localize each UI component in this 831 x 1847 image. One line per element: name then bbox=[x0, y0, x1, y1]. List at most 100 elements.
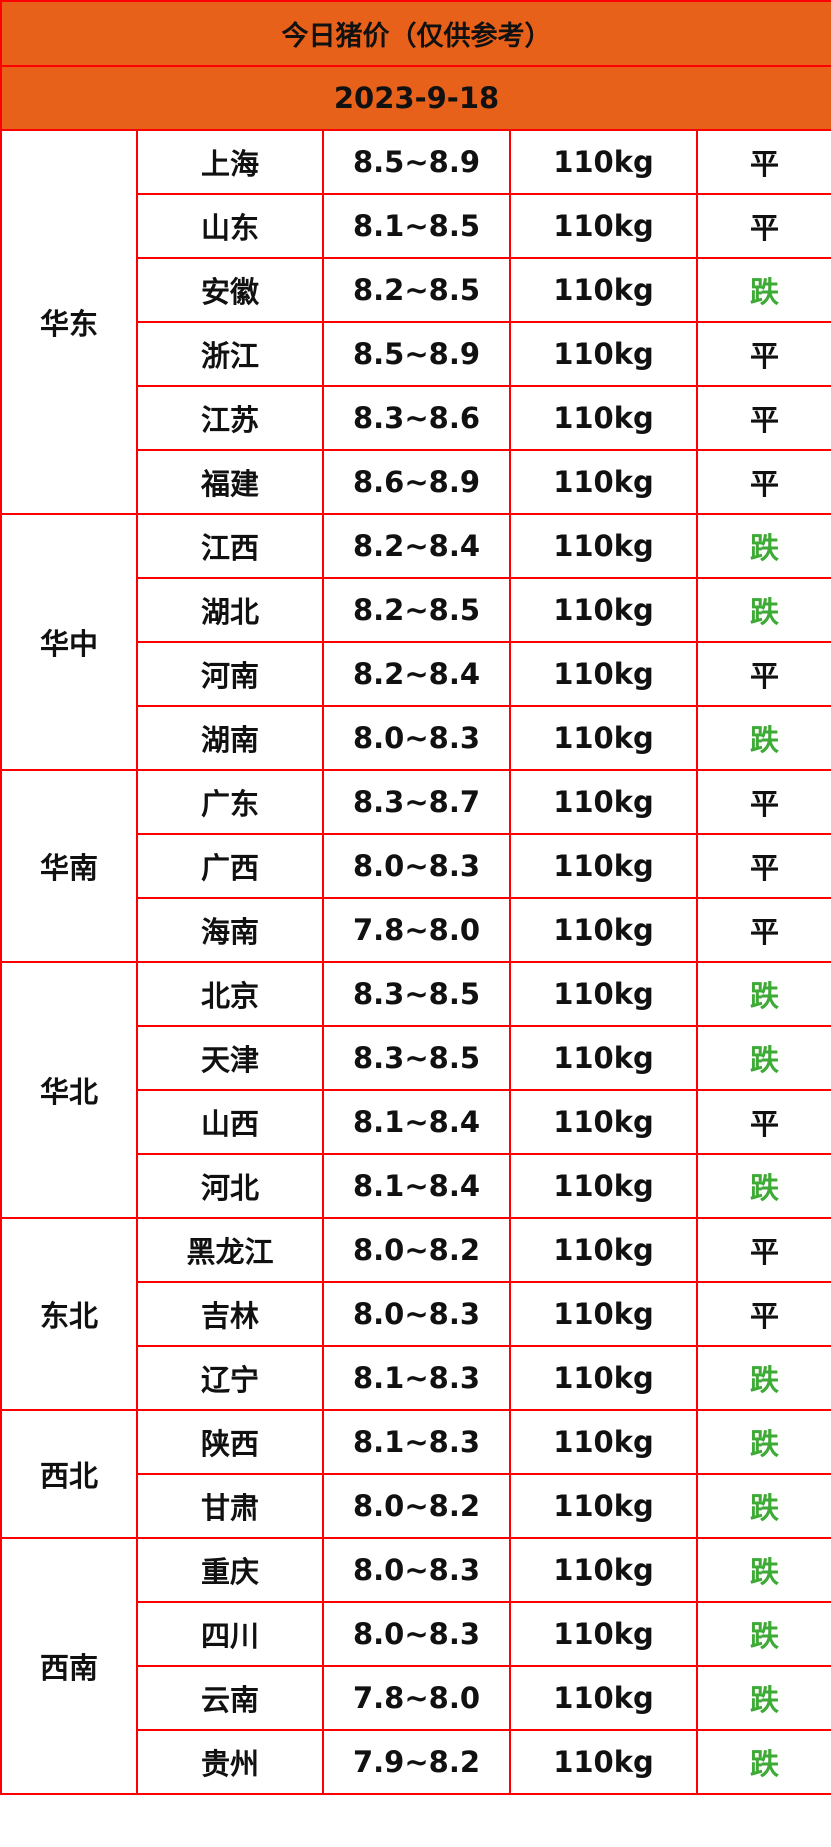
weight-cell: 110kg bbox=[509, 385, 698, 451]
weight-cell: 110kg bbox=[509, 1409, 698, 1475]
province-cell: 陕西 bbox=[136, 1409, 324, 1475]
weight-cell: 110kg bbox=[509, 1729, 698, 1795]
trend-cell: 跌 bbox=[695, 1025, 831, 1091]
weight-cell: 110kg bbox=[509, 1025, 698, 1091]
weight-cell: 110kg bbox=[509, 1153, 698, 1219]
province-cell: 重庆 bbox=[136, 1537, 324, 1603]
weight-cell: 110kg bbox=[509, 513, 698, 579]
trend-cell: 跌 bbox=[695, 257, 831, 323]
table-row: 山东 8.1~8.5 110kg 平 bbox=[1, 193, 831, 259]
trend-cell: 平 bbox=[695, 833, 831, 899]
province-cell: 北京 bbox=[136, 961, 324, 1027]
trend-cell: 跌 bbox=[695, 1409, 831, 1475]
region-cell: 华南 bbox=[0, 769, 138, 963]
price-cell: 8.1~8.4 bbox=[322, 1089, 511, 1155]
table-row: 华北 北京 8.3~8.5 110kg 跌 bbox=[0, 961, 831, 1219]
province-cell: 安徽 bbox=[136, 257, 324, 323]
table-row: 海南 7.8~8.0 110kg 平 bbox=[1, 897, 831, 963]
trend-cell: 平 bbox=[695, 1217, 831, 1283]
price-cell: 8.3~8.7 bbox=[322, 769, 511, 835]
trend-cell: 跌 bbox=[695, 1729, 831, 1795]
trend-cell: 平 bbox=[695, 385, 831, 451]
weight-cell: 110kg bbox=[509, 129, 698, 195]
price-cell: 7.8~8.0 bbox=[322, 1665, 511, 1731]
trend-cell: 跌 bbox=[695, 1153, 831, 1219]
trend-cell: 跌 bbox=[695, 1345, 831, 1411]
province-cell: 江苏 bbox=[136, 385, 324, 451]
weight-cell: 110kg bbox=[509, 1281, 698, 1347]
province-cell: 黑龙江 bbox=[136, 1217, 324, 1283]
weight-cell: 110kg bbox=[509, 1601, 698, 1667]
province-cell: 贵州 bbox=[136, 1729, 324, 1795]
price-cell: 8.0~8.3 bbox=[322, 1601, 511, 1667]
trend-cell: 跌 bbox=[695, 1665, 831, 1731]
province-cell: 辽宁 bbox=[136, 1345, 324, 1411]
weight-cell: 110kg bbox=[509, 577, 698, 643]
trend-cell: 跌 bbox=[695, 513, 831, 579]
table-row: 湖北 8.2~8.5 110kg 跌 bbox=[1, 577, 831, 643]
price-cell: 8.0~8.3 bbox=[322, 705, 511, 771]
region-cell: 华北 bbox=[0, 961, 138, 1219]
trend-cell: 平 bbox=[695, 449, 831, 515]
region-cell: 西南 bbox=[0, 1537, 138, 1795]
region-cell: 华中 bbox=[0, 513, 138, 771]
province-cell: 海南 bbox=[136, 897, 324, 963]
weight-cell: 110kg bbox=[509, 321, 698, 387]
table-row: 江苏 8.3~8.6 110kg 平 bbox=[1, 385, 831, 451]
table-row: 华东 上海 8.5~8.9 110kg 平 bbox=[0, 129, 831, 515]
province-cell: 上海 bbox=[136, 129, 324, 195]
price-cell: 7.9~8.2 bbox=[322, 1729, 511, 1795]
table-row: 湖南 8.0~8.3 110kg 跌 bbox=[1, 705, 831, 771]
price-cell: 8.1~8.5 bbox=[322, 193, 511, 259]
weight-cell: 110kg bbox=[509, 1345, 698, 1411]
price-cell: 8.1~8.3 bbox=[322, 1345, 511, 1411]
pig-price-table: 今日猪价（仅供参考） 2023-9-18 华东 上海 8.5~8.9 110kg 平山东… bbox=[0, 0, 831, 1795]
table-row: 西南 重庆 8.0~8.3 110kg 跌 bbox=[0, 1537, 831, 1795]
province-cell: 天津 bbox=[136, 1025, 324, 1091]
weight-cell: 110kg bbox=[509, 1537, 698, 1603]
table-row: 天津 8.3~8.5 110kg 跌 bbox=[1, 1025, 831, 1091]
province-cell: 四川 bbox=[136, 1601, 324, 1667]
province-cell: 江西 bbox=[136, 513, 324, 579]
province-cell: 浙江 bbox=[136, 321, 324, 387]
weight-cell: 110kg bbox=[509, 449, 698, 515]
price-cell: 8.3~8.5 bbox=[322, 1025, 511, 1091]
weight-cell: 110kg bbox=[509, 1217, 698, 1283]
price-cell: 8.2~8.4 bbox=[322, 513, 511, 579]
table-row: 山西 8.1~8.4 110kg 平 bbox=[1, 1089, 831, 1155]
table-title: 今日猪价（仅供参考） bbox=[0, 0, 831, 67]
trend-cell: 跌 bbox=[695, 705, 831, 771]
province-cell: 福建 bbox=[136, 449, 324, 515]
province-cell: 河南 bbox=[136, 641, 324, 707]
table-row: 华中 江西 8.2~8.4 110kg 跌 bbox=[0, 513, 831, 771]
region-cell: 西北 bbox=[0, 1409, 138, 1539]
price-cell: 8.6~8.9 bbox=[322, 449, 511, 515]
trend-cell: 平 bbox=[695, 321, 831, 387]
table-row: 甘肃 8.0~8.2 110kg 跌 bbox=[1, 1473, 831, 1539]
price-cell: 8.1~8.3 bbox=[322, 1409, 511, 1475]
province-cell: 广西 bbox=[136, 833, 324, 899]
trend-cell: 平 bbox=[695, 1089, 831, 1155]
province-cell: 山西 bbox=[136, 1089, 324, 1155]
province-cell: 山东 bbox=[136, 193, 324, 259]
trend-cell: 跌 bbox=[695, 577, 831, 643]
table-row: 四川 8.0~8.3 110kg 跌 bbox=[1, 1601, 831, 1667]
table-row: 安徽 8.2~8.5 110kg 跌 bbox=[1, 257, 831, 323]
weight-cell: 110kg bbox=[509, 833, 698, 899]
weight-cell: 110kg bbox=[509, 897, 698, 963]
weight-cell: 110kg bbox=[509, 193, 698, 259]
table-row: 河北 8.1~8.4 110kg 跌 bbox=[1, 1153, 831, 1219]
price-cell: 8.3~8.5 bbox=[322, 961, 511, 1027]
table-row: 云南 7.8~8.0 110kg 跌 bbox=[1, 1665, 831, 1731]
province-cell: 云南 bbox=[136, 1665, 324, 1731]
weight-cell: 110kg bbox=[509, 257, 698, 323]
region-cell: 东北 bbox=[0, 1217, 138, 1411]
trend-cell: 平 bbox=[695, 641, 831, 707]
price-cell: 7.8~8.0 bbox=[322, 897, 511, 963]
weight-cell: 110kg bbox=[509, 769, 698, 835]
weight-cell: 110kg bbox=[509, 1089, 698, 1155]
province-cell: 湖南 bbox=[136, 705, 324, 771]
province-cell: 湖北 bbox=[136, 577, 324, 643]
province-cell: 河北 bbox=[136, 1153, 324, 1219]
weight-cell: 110kg bbox=[509, 1665, 698, 1731]
